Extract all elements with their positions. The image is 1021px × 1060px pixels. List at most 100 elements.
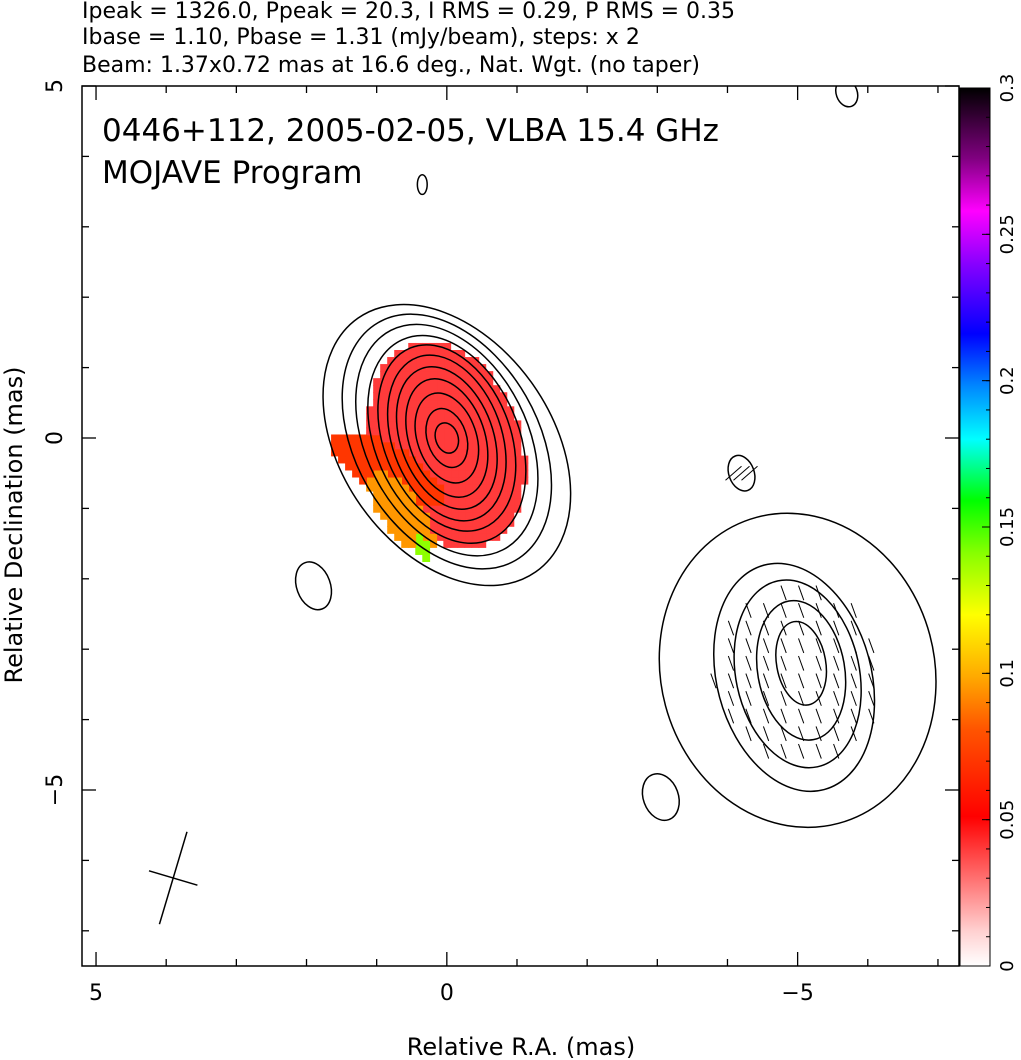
pol-pixel xyxy=(443,476,452,485)
pol-pixel xyxy=(457,497,466,506)
pol-pixel xyxy=(331,448,339,457)
pol-pixel xyxy=(471,483,480,492)
header-line-1: Ipeak = 1326.0, Ppeak = 20.3, I RMS = 0.… xyxy=(82,0,735,24)
pol-pixel xyxy=(408,364,417,372)
pol-pixel xyxy=(443,511,452,520)
pol-pixel xyxy=(429,392,438,401)
colorbar-tick-label: 0.15 xyxy=(997,507,1018,547)
pol-pixel xyxy=(345,455,353,464)
axis-minor-ticks xyxy=(82,86,959,966)
pol-pixel xyxy=(499,399,508,408)
pol-pixel xyxy=(394,378,403,386)
pol-pixel xyxy=(464,364,473,372)
pol-pixel xyxy=(506,420,515,429)
evpa-vector xyxy=(798,708,805,724)
pol-pixel xyxy=(457,350,466,358)
pol-pixel xyxy=(492,483,501,492)
pol-pixel xyxy=(513,469,522,478)
pol-pixel xyxy=(464,469,473,478)
pol-pixel xyxy=(415,392,424,401)
pol-pixel xyxy=(415,350,424,358)
x-tick-label: −5 xyxy=(781,981,813,1006)
pol-pixel xyxy=(429,399,438,408)
pol-pixel xyxy=(380,427,388,436)
pol-pixel xyxy=(443,350,452,358)
pol-pixel xyxy=(450,364,459,372)
pol-pixel xyxy=(499,504,508,513)
colorbar-tick-label: 0 xyxy=(997,960,1018,971)
pol-pixel xyxy=(415,441,424,450)
pol-pixel xyxy=(415,476,424,485)
pol-pixel xyxy=(352,455,360,464)
pol-pixel xyxy=(450,350,459,358)
evpa-vector xyxy=(868,673,875,689)
evpa-vector xyxy=(815,726,822,742)
pol-pixel xyxy=(359,448,367,457)
pol-pixel xyxy=(464,526,473,534)
pol-pixel xyxy=(478,364,487,372)
pol-pixel xyxy=(464,434,473,443)
y-axis-label: Relative Declination (mas) xyxy=(0,366,28,683)
pol-pixel xyxy=(415,518,424,527)
pol-pixel xyxy=(415,497,424,506)
pol-pixel xyxy=(443,392,452,401)
pol-pixel xyxy=(499,526,508,534)
pol-pixel xyxy=(408,540,417,548)
pol-pixel xyxy=(415,427,424,436)
evpa-vector xyxy=(733,465,750,481)
pol-pixel xyxy=(366,476,374,485)
colorbar-tick-label: 0.1 xyxy=(997,659,1018,688)
pol-pixel xyxy=(394,406,403,415)
pol-pixel xyxy=(394,455,403,464)
contour-ellipse xyxy=(775,620,828,706)
pol-pixel xyxy=(457,385,466,394)
evpa-vector xyxy=(762,726,770,742)
pol-pixel xyxy=(478,427,487,436)
pol-pixel xyxy=(492,420,501,429)
pol-pixel xyxy=(394,350,403,358)
pol-pixel xyxy=(422,511,431,520)
pol-pixel xyxy=(401,497,410,506)
pol-pixel xyxy=(373,434,381,443)
pol-pixel xyxy=(485,476,494,485)
pol-pixel xyxy=(373,462,381,471)
pol-pixel xyxy=(352,469,360,478)
pol-pixel xyxy=(436,526,445,534)
pol-pixel xyxy=(394,441,403,450)
pol-pixel xyxy=(408,434,417,443)
pol-pixel xyxy=(464,378,473,386)
evpa-vector xyxy=(780,603,787,618)
pol-pixel xyxy=(394,420,403,429)
pol-pixel xyxy=(457,526,466,534)
pol-pixel xyxy=(520,469,529,478)
pol-pixel xyxy=(443,497,452,506)
pol-pixel xyxy=(401,483,410,492)
pol-pixel xyxy=(513,504,522,513)
pol-pixel xyxy=(429,518,438,527)
evpa-vector xyxy=(868,691,875,706)
pol-pixel xyxy=(408,378,417,386)
pol-pixel xyxy=(436,427,445,436)
evpa-vector xyxy=(727,673,735,689)
pol-pixel xyxy=(506,406,515,415)
pol-pixel xyxy=(499,469,508,478)
contour-ellipse xyxy=(405,378,489,498)
pol-pixel xyxy=(415,357,424,365)
pol-pixel xyxy=(401,364,410,372)
evpa-vector xyxy=(798,691,805,706)
pol-pixel xyxy=(471,504,480,513)
pol-pixel xyxy=(373,490,381,499)
contour-ellipse xyxy=(416,173,428,196)
pol-pixel xyxy=(492,434,501,443)
pol-pixel xyxy=(429,364,438,372)
pol-pixel xyxy=(429,540,438,548)
pol-pixel xyxy=(408,371,417,379)
pol-pixel xyxy=(436,511,445,520)
pol-pixel xyxy=(499,518,508,527)
pol-pixel xyxy=(450,434,459,443)
pol-pixel xyxy=(464,420,473,429)
evpa-vector xyxy=(727,708,735,724)
pol-pixel xyxy=(478,392,487,401)
pol-pixel xyxy=(408,350,417,358)
pol-pixel xyxy=(422,476,431,485)
